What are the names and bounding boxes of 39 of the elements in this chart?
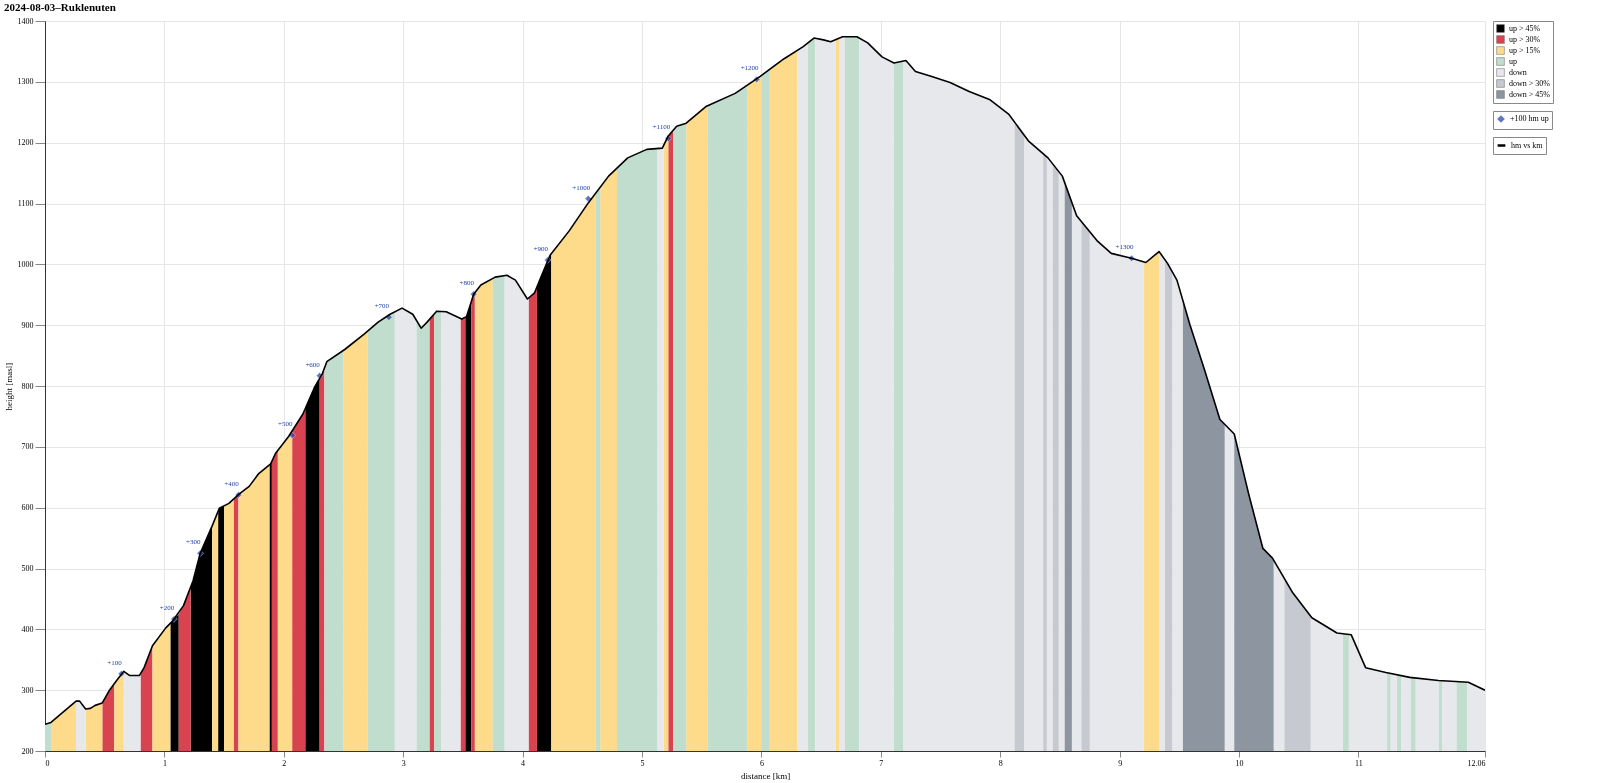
x-tick-label: 5 bbox=[640, 758, 645, 768]
legend-label: up > 30% bbox=[1509, 34, 1541, 44]
y-axis-title: height [masl] bbox=[3, 362, 14, 411]
legend-label: up > 15% bbox=[1509, 45, 1541, 55]
y-tick-label: 200 bbox=[21, 746, 34, 756]
x-tick-label: 12.06 bbox=[1467, 758, 1486, 768]
chart-title: 2024-08-03–Ruklenuten bbox=[4, 1, 116, 13]
point bbox=[288, 431, 296, 439]
legend-label: +100 hm up bbox=[1510, 114, 1549, 123]
legend-label: hm vs km bbox=[1511, 140, 1544, 150]
y-tick-label: 300 bbox=[21, 685, 34, 695]
y-tick-label: 1300 bbox=[17, 77, 34, 87]
y-tick-label: 1400 bbox=[17, 16, 34, 26]
x-tick-label: 6 bbox=[759, 758, 764, 768]
legend-label: down > 30% bbox=[1509, 78, 1551, 88]
x-tick-label: 8 bbox=[998, 758, 1003, 768]
x-tick-label: 10 bbox=[1235, 758, 1244, 768]
legend-label: up bbox=[1509, 56, 1517, 66]
y-tick-label: 800 bbox=[21, 381, 34, 391]
x-tick-label: 0 bbox=[45, 758, 50, 768]
legend-label: up > 45% bbox=[1509, 23, 1541, 33]
x-tick-label: 4 bbox=[521, 758, 526, 768]
x-axis-title: distance [km] bbox=[740, 770, 791, 781]
x-tick-label: 7 bbox=[879, 758, 884, 768]
x-tick-label: 1 bbox=[162, 758, 167, 768]
y-tick-label: 400 bbox=[21, 624, 34, 634]
x-tick-label: 11 bbox=[1355, 758, 1363, 768]
legend-label: down bbox=[1509, 67, 1527, 77]
y-tick-label: 900 bbox=[21, 320, 34, 330]
y-tick-label: 700 bbox=[21, 442, 34, 452]
y-tick-label: 1200 bbox=[17, 138, 34, 148]
x-tick-label: 2 bbox=[282, 758, 287, 768]
y-tick-label: 1100 bbox=[17, 199, 34, 208]
legend-label: down > 45% bbox=[1509, 89, 1551, 99]
y-tick-label: 600 bbox=[21, 503, 34, 513]
x-tick-label: 3 bbox=[401, 758, 406, 768]
y-tick-label: 1000 bbox=[17, 259, 34, 269]
x-tick-label: 9 bbox=[1118, 758, 1123, 768]
y-tick-label: 500 bbox=[21, 564, 34, 573]
